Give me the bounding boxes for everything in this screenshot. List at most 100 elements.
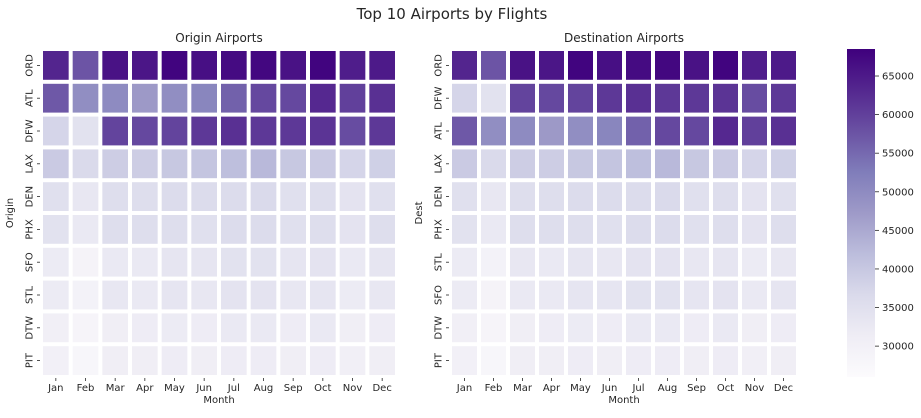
heatmap-cell <box>132 116 158 146</box>
heatmap-cell <box>191 149 217 179</box>
heatmap-cell <box>626 51 651 80</box>
y-tick-label: SFO <box>434 285 445 305</box>
heatmap-cell <box>310 83 336 113</box>
heatmap-cell <box>626 149 651 179</box>
heatmap-cell <box>684 51 709 80</box>
heatmap-cell <box>655 149 680 179</box>
colorbar-tick-label: 55000 <box>882 149 914 160</box>
heatmap-cell <box>742 182 767 211</box>
heatmap-cell <box>655 116 680 146</box>
heatmap-cell <box>684 149 709 179</box>
heatmap-cell <box>310 149 336 179</box>
y-tick-label: STL <box>434 253 445 271</box>
colorbar-tick-label: 65000 <box>882 72 914 83</box>
heatmap-cell <box>43 116 69 146</box>
heatmap-cell <box>339 346 366 375</box>
heatmap-cell <box>339 149 366 179</box>
heatmap-cell <box>713 280 738 310</box>
heatmap-cell <box>250 149 277 179</box>
y-tick-label: STL <box>25 286 36 304</box>
heatmap-cell <box>161 346 188 375</box>
heatmap-cell <box>452 83 477 113</box>
heatmap-cell <box>742 280 767 310</box>
y-tick-label: ORD <box>25 54 36 77</box>
heatmap-cell <box>510 280 535 310</box>
heatmap-cell <box>771 215 796 244</box>
heatmap-cell <box>597 313 622 343</box>
heatmap-cell <box>771 346 796 375</box>
heatmap-cell <box>452 346 477 375</box>
heatmap-cell <box>771 51 796 80</box>
heatmap-cell <box>684 247 709 277</box>
heatmap-cell <box>221 51 247 80</box>
heatmap-cell <box>713 313 738 343</box>
y-axis-label: Dest <box>414 201 425 224</box>
heatmap-cell <box>310 313 336 343</box>
heatmap-cell <box>626 280 651 310</box>
heatmap-cell <box>452 116 477 146</box>
y-tick-label: DFW <box>25 119 36 142</box>
heatmap-cell <box>481 116 506 146</box>
heatmap-cell <box>161 215 188 244</box>
heatmap-cell <box>684 182 709 211</box>
heatmap-cell <box>369 149 395 179</box>
y-tick-label: SFO <box>25 252 36 272</box>
heatmap-cell <box>713 149 738 179</box>
heatmap-cell <box>250 280 277 310</box>
heatmap-cell <box>742 215 767 244</box>
heatmap-cell <box>369 51 395 80</box>
heatmap-cell <box>539 182 564 211</box>
heatmap-cell <box>481 182 506 211</box>
heatmap-cell <box>742 149 767 179</box>
heatmap-cell <box>742 346 767 375</box>
heatmap-cell <box>452 313 477 343</box>
heatmap-cell <box>339 215 366 244</box>
heatmap-cell <box>713 182 738 211</box>
heatmap-cell <box>310 280 336 310</box>
heatmap-cell <box>132 51 158 80</box>
heatmap-cell <box>191 280 217 310</box>
heatmap-cell <box>597 247 622 277</box>
heatmap-cell <box>655 83 680 113</box>
heatmap-cell <box>452 247 477 277</box>
heatmap-cell <box>250 215 277 244</box>
heatmap-cell <box>161 149 188 179</box>
heatmap-cell <box>626 182 651 211</box>
x-tick-label: Dec <box>774 383 793 394</box>
heatmap-cell <box>655 182 680 211</box>
heatmap-cell <box>280 215 306 244</box>
heatmap-cell <box>452 182 477 211</box>
heatmap-cell <box>655 247 680 277</box>
heatmap-cell <box>161 83 188 113</box>
heatmap-cell <box>310 116 336 146</box>
heatmap-cell <box>250 83 277 113</box>
heatmap-cell <box>742 51 767 80</box>
heatmap-cell <box>221 247 247 277</box>
heatmap-cell <box>626 346 651 375</box>
x-tick-label: Oct <box>314 383 331 394</box>
y-tick-label: PHX <box>25 219 36 240</box>
y-tick-label: DTW <box>434 316 445 340</box>
heatmap-cell <box>280 313 306 343</box>
heatmap-cell <box>684 280 709 310</box>
y-tick-label: DEN <box>25 186 36 208</box>
heatmap-cell <box>626 215 651 244</box>
heatmap-cell <box>481 51 506 80</box>
heatmap-cell <box>713 116 738 146</box>
heatmap-cell <box>339 116 366 146</box>
y-tick-label: ATL <box>434 122 445 140</box>
heatmap-cell <box>684 116 709 146</box>
x-tick-label: Mar <box>513 383 533 394</box>
heatmap-cell <box>132 346 158 375</box>
heatmap-cell <box>539 215 564 244</box>
heatmap-cell <box>43 83 69 113</box>
heatmap-cell <box>568 280 593 310</box>
heatmap-cell <box>102 313 128 343</box>
heatmap-cell <box>771 149 796 179</box>
heatmap-cell <box>568 116 593 146</box>
colorbar-tick-label: 30000 <box>882 342 914 353</box>
heatmap-cell <box>161 116 188 146</box>
heatmap-cell <box>221 280 247 310</box>
heatmap-cell <box>510 83 535 113</box>
